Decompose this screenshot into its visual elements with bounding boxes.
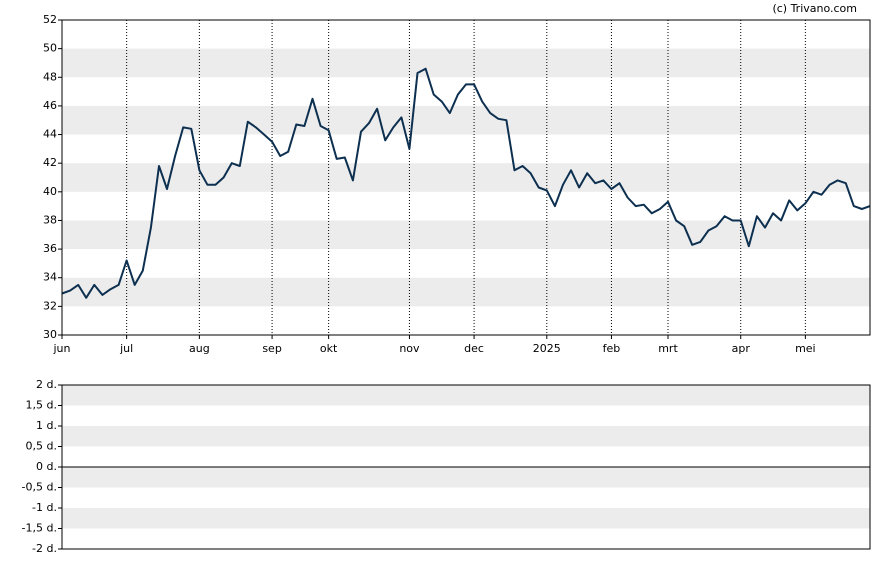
grid-band	[62, 277, 870, 307]
y-tick-label: 2 d.	[36, 378, 57, 391]
price-line	[61, 67, 871, 299]
credit: (c) Trivano.com	[772, 2, 857, 15]
y-tick-label: 50	[43, 42, 57, 55]
y-tick-label: 34	[43, 271, 57, 284]
grid-band	[62, 220, 870, 250]
y-tick-label: 32	[43, 299, 57, 312]
x-tick-label: jul	[119, 342, 133, 355]
y-tick-label: -1,5 d.	[22, 522, 57, 535]
y-tick-label: 52	[43, 13, 57, 26]
grid-band	[62, 48, 870, 78]
y-tick-label: 1 d.	[36, 419, 57, 432]
y-tick-label: 44	[43, 128, 57, 141]
x-tick-label: apr	[732, 342, 751, 355]
y-tick-label: 0,5 d.	[26, 440, 57, 453]
y-tick-label: -0,5 d.	[22, 481, 57, 494]
y-tick-label: -2 d.	[32, 542, 57, 555]
x-tick-label: nov	[399, 342, 420, 355]
x-tick-label: mrt	[658, 342, 678, 355]
x-tick-label: dec	[464, 342, 484, 355]
y-tick-label: -1 d.	[32, 501, 57, 514]
y-tick-label: 0 d.	[36, 460, 57, 473]
grid-band	[62, 385, 870, 406]
y-tick-label: 38	[43, 213, 57, 226]
x-tick-label: mei	[795, 342, 816, 355]
grid-band	[62, 163, 870, 192]
x-tick-label: okt	[320, 342, 338, 355]
x-tick-label: feb	[603, 342, 621, 355]
x-tick-label: aug	[189, 342, 210, 355]
grid-band	[62, 426, 870, 447]
grid-band	[62, 105, 870, 135]
x-tick-label: sep	[262, 342, 281, 355]
x-tick-label: jun	[53, 342, 71, 355]
plot-frame	[61, 384, 871, 550]
y-tick-label: 48	[43, 70, 57, 83]
y-tick-label: 36	[43, 242, 57, 255]
y-tick-label: 40	[43, 185, 57, 198]
grid-band	[62, 467, 870, 488]
grid-band	[62, 508, 870, 529]
y-tick-label: 46	[43, 99, 57, 112]
plot-frame	[61, 19, 871, 336]
y-tick-label: 30	[43, 328, 57, 341]
y-tick-label: 1,5 d.	[26, 399, 57, 412]
x-tick-label: 2025	[533, 342, 561, 355]
y-tick-label: 42	[43, 156, 57, 169]
